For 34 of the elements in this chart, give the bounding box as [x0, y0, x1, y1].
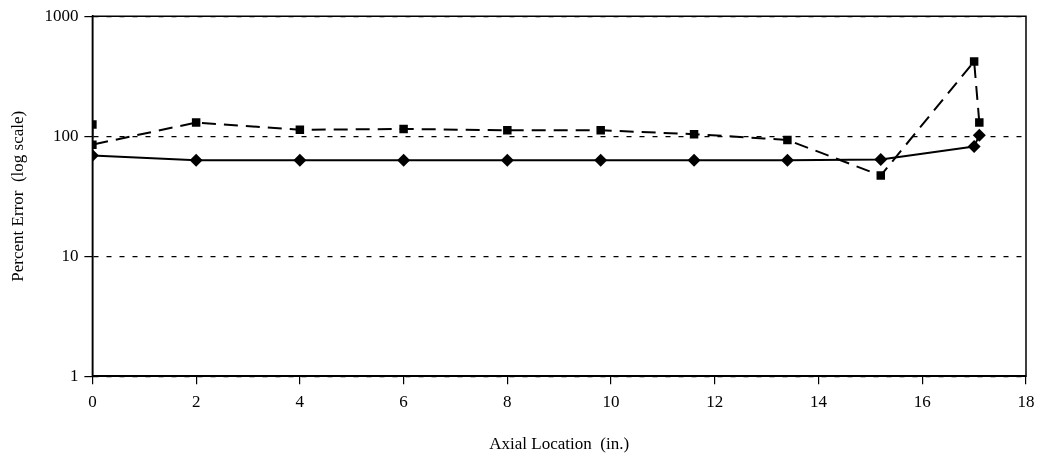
point: [687, 153, 701, 167]
point: [969, 57, 979, 66]
x-tick-label: 10: [602, 391, 620, 411]
point: [191, 118, 201, 127]
point: [397, 153, 411, 167]
x-tick-label: 2: [191, 391, 201, 411]
x-axis-title: Axial Location (in.): [489, 434, 630, 454]
point: [596, 126, 605, 135]
x-tick-label: 4: [295, 391, 305, 411]
point: [189, 153, 203, 167]
y-tick-label: 100: [52, 125, 79, 145]
point: [503, 126, 512, 135]
point: [975, 118, 984, 127]
x-tick-label: 6: [399, 391, 408, 411]
point: [780, 153, 794, 167]
x-tick-label: 14: [810, 391, 828, 411]
y-axis-title: Percent Error (log scale): [7, 110, 27, 282]
point: [967, 140, 981, 154]
point: [783, 135, 792, 145]
y-tick-label: 1: [69, 365, 79, 385]
y-tick-label: 10: [61, 245, 79, 265]
point: [594, 153, 608, 167]
point: [972, 128, 986, 142]
x-tick-label: 18: [1017, 391, 1035, 411]
point: [874, 152, 888, 166]
x-tick-label: 16: [913, 391, 931, 411]
x-tick-label: 8: [503, 391, 512, 411]
point: [293, 153, 307, 167]
point: [500, 153, 514, 167]
x-tick-label: 0: [88, 391, 97, 411]
y-tick-label: 1000: [44, 5, 79, 25]
point: [876, 171, 886, 180]
x-tick-label: 12: [706, 391, 724, 411]
point: [399, 124, 408, 134]
